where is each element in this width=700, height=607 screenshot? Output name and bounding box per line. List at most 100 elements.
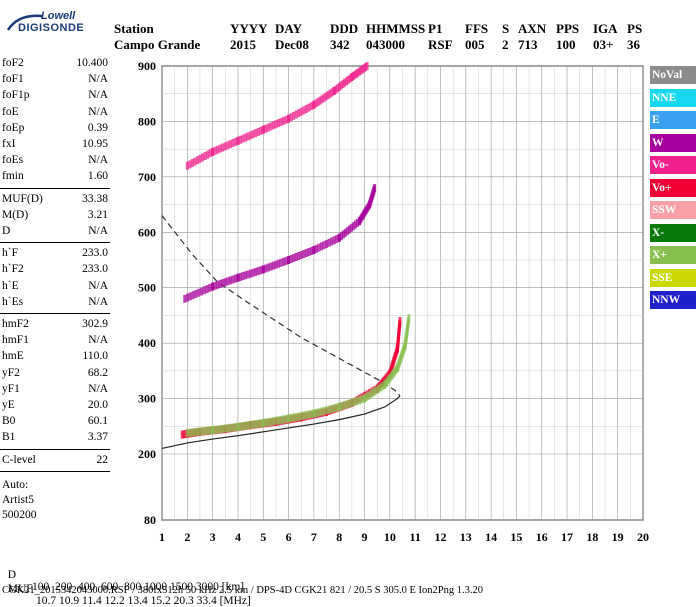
param-row: D N/A (2, 225, 108, 241)
data-point-vo (238, 135, 242, 144)
x-tick-label: 7 (311, 530, 317, 544)
param-value: 10.95 (82, 138, 108, 150)
param-separator (0, 470, 110, 472)
y-tick-label: 800 (138, 114, 156, 128)
data-point-x (213, 425, 217, 434)
data-point-w (199, 287, 203, 296)
data-point-x (294, 413, 298, 422)
x-tick-label: 6 (286, 530, 292, 544)
data-point-vo (362, 64, 366, 73)
data-point-x (292, 413, 296, 422)
data-point-x (279, 415, 283, 424)
data-point-vo (276, 119, 280, 128)
data-point-w (317, 243, 321, 252)
data-point-w (353, 220, 357, 229)
data-point-vo (357, 67, 361, 76)
data-point-w (194, 289, 198, 298)
data-point-vo (246, 132, 250, 141)
data-point-x (312, 409, 316, 418)
data-point-w (335, 235, 339, 244)
data-point-vo (256, 127, 260, 136)
data-point-w (231, 275, 235, 284)
data-point-vo (297, 109, 301, 118)
x-tick-label: 9 (362, 530, 368, 544)
y-tick-label: 200 (138, 447, 156, 461)
data-point-w (302, 250, 306, 259)
header-col-5: P1 (428, 21, 443, 36)
param-name: fxI (2, 138, 16, 150)
param-separator (0, 187, 110, 189)
param-value: 10.400 (76, 57, 108, 69)
data-point-vo (289, 113, 293, 122)
data-point-x (289, 414, 293, 423)
y-tick-label: 300 (138, 392, 156, 406)
data-point-w (244, 271, 248, 280)
x-tick-label: 16 (536, 530, 548, 544)
legend-item-ssw: SSW (650, 201, 696, 219)
data-point-w (351, 222, 355, 231)
data-point-x (218, 425, 222, 434)
param-row: h`F2 233.0 (2, 263, 108, 279)
data-point-vo (341, 80, 345, 89)
data-point-x (330, 404, 334, 413)
data-point-w (337, 233, 341, 242)
param-name: B1 (2, 431, 16, 444)
data-point-w (284, 256, 288, 265)
legend-item-noval: NoVal (650, 66, 696, 84)
header-col-7: S (502, 21, 510, 36)
data-point-vo (359, 66, 363, 75)
param-name: hmF2 (2, 318, 29, 330)
data-point-vo (193, 157, 197, 166)
data-point-x (206, 426, 210, 435)
data-point-x (381, 382, 385, 391)
data-point-w (264, 264, 268, 273)
param-value: 1.60 (87, 170, 108, 183)
data-point-vo (211, 147, 215, 156)
header-val-10: 03+ (593, 37, 614, 52)
data-point-w (238, 272, 242, 281)
data-point-x (284, 414, 288, 423)
param-row: foEp 0.39 (2, 122, 108, 138)
param-row: foEs N/A (2, 154, 108, 170)
param-row: foF1p N/A (2, 89, 108, 105)
param-value: 33.38 (82, 192, 108, 205)
distance-row: D 100 200 400 600 800 1000 1500 3000 [km… (2, 557, 244, 593)
data-point-vo (312, 100, 316, 109)
autoscaling-line2: Artist5 (2, 493, 34, 506)
data-point-x (319, 407, 323, 416)
data-point-vo (203, 152, 207, 161)
data-point-w (307, 248, 311, 257)
param-name: h`F2 (2, 263, 24, 276)
data-point-vo (287, 114, 291, 123)
data-point-x (304, 411, 308, 420)
data-point-w (297, 252, 301, 261)
data-point-x (373, 387, 377, 396)
data-point-vo (274, 120, 278, 129)
legend-item-x: X+ (650, 246, 696, 264)
data-point-x (198, 427, 202, 436)
param-value: N/A (88, 295, 108, 308)
data-point-w (282, 257, 286, 266)
param-value: N/A (88, 279, 108, 292)
data-point-vo (361, 65, 365, 74)
data-point-x (269, 417, 273, 426)
data-point-w (218, 279, 222, 288)
param-value: 302.9 (82, 318, 108, 330)
data-point-x (195, 427, 199, 436)
data-point-x (203, 426, 207, 435)
data-point-x (309, 410, 313, 419)
data-point-w (343, 228, 347, 237)
data-point-vo (251, 130, 255, 139)
header-col-3: DDD (330, 21, 359, 36)
data-point-w (223, 278, 227, 287)
data-point-vo (201, 153, 205, 162)
data-point-x (369, 390, 373, 399)
header-val-11: 36 (627, 37, 640, 52)
data-point-vo (271, 121, 275, 130)
y-tick-label: 600 (138, 225, 156, 239)
data-point-x (193, 428, 197, 437)
x-tick-label: 20 (637, 530, 649, 544)
data-point-w (330, 237, 334, 246)
data-point-w (183, 294, 187, 303)
data-point-vo (320, 95, 324, 104)
